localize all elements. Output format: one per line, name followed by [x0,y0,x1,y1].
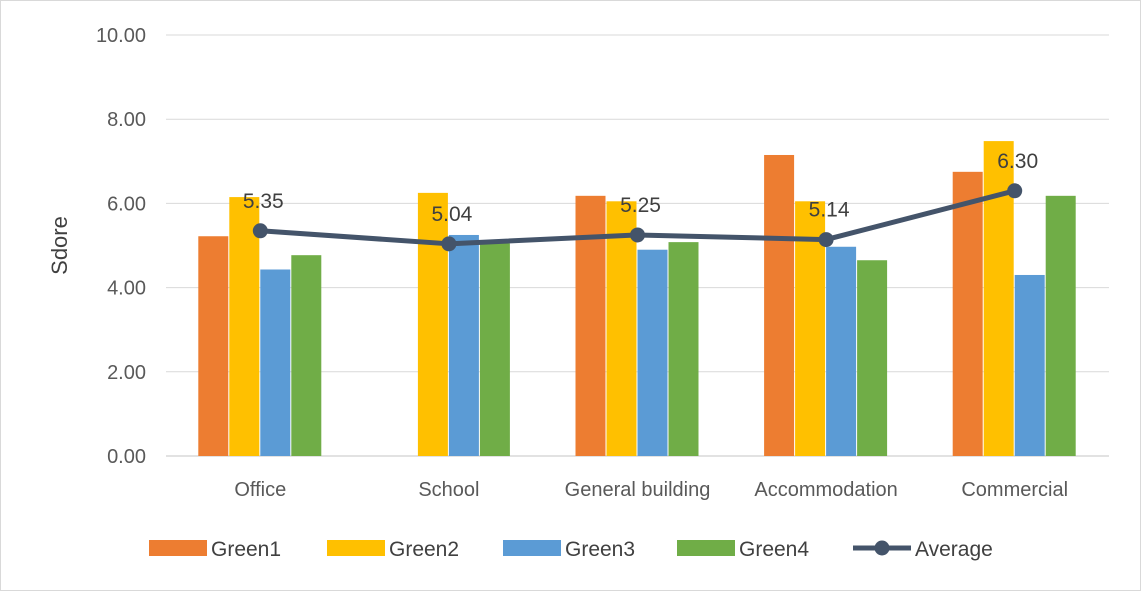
bar-green2 [417,192,448,456]
average-point [818,232,834,248]
average-point [441,236,457,252]
bar-green2 [606,201,637,456]
x-axis-categories: Office School General building Accommodatio… [234,479,1068,501]
y-tick-label: 6.00 [107,193,146,215]
legend-swatch-green4 [677,540,735,556]
y-axis-label: Sdore [47,216,72,275]
legend: Green1 Green2 Green3 Green4 Average [149,538,993,561]
legend-label-green2: Green2 [389,538,459,561]
average-point [630,227,645,243]
average-data-label: 5.25 [620,194,661,217]
y-tick-label: 0.00 [107,446,146,468]
legend-swatch-green2 [327,540,385,556]
average-data-label: 6.30 [997,150,1038,173]
bar-green2 [229,197,260,456]
bar-green3 [448,234,479,456]
x-category-label: Commercial [961,479,1068,501]
y-tick-label: 4.00 [107,278,146,300]
y-axis-ticks: 0.00 2.00 4.00 6.00 8.00 10.00 [96,25,146,468]
bar-green3 [1014,274,1045,456]
x-category-label: Office [234,479,286,501]
average-data-label: 5.35 [243,190,284,213]
y-tick-label: 10.00 [96,25,146,47]
bar-green1 [198,236,229,456]
average-line: 5.35 5.04 5.25 5.14 6.30 [243,150,1038,252]
bar-green4 [479,243,510,456]
x-category-label: Accommodation [754,479,897,501]
legend-label-average: Average [915,538,993,561]
legend-swatch-green3 [503,540,561,556]
legend-label-green1: Green1 [211,538,281,561]
bar-green4 [291,255,322,456]
x-category-label: General building [565,479,711,501]
legend-label-green4: Green4 [739,538,809,561]
bar-green3 [260,269,291,456]
bars [198,141,1076,457]
bar-green1 [952,171,983,456]
x-category-label: School [418,479,479,501]
average-point [1007,183,1023,199]
y-tick-label: 8.00 [107,109,146,131]
bar-green3 [637,249,668,456]
legend-marker-average [874,540,890,556]
bar-green4 [1045,195,1076,456]
y-tick-label: 2.00 [107,362,146,384]
legend-label-green3: Green3 [565,538,635,561]
legend-swatch-green1 [149,540,207,556]
bar-green3 [826,246,857,456]
average-point [252,223,268,239]
average-data-label: 5.04 [431,203,472,226]
average-data-label: 5.14 [809,199,850,222]
bar-green4 [857,260,888,456]
bar-green4 [668,242,699,456]
bar-green1 [764,154,795,457]
